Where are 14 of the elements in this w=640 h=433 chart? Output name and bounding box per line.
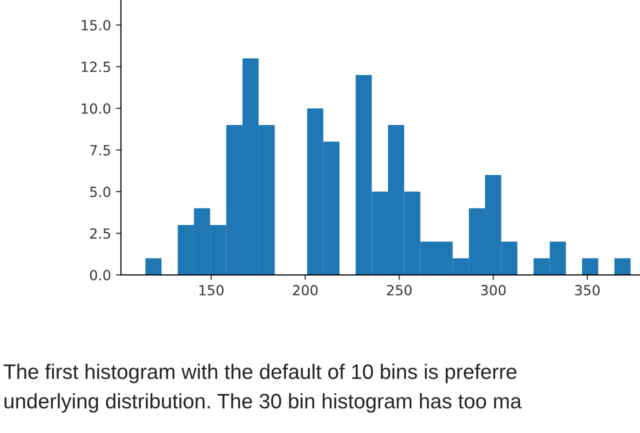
y-tick-label: 2.5 [90, 228, 110, 239]
x-tick-label: 250 [387, 284, 412, 296]
x-tick-label: 300 [481, 284, 506, 296]
y-tick-label: 12.5 [82, 62, 110, 72]
text: The first histogram with the default of 10 bins is preferre [4, 364, 516, 384]
y-tick-label: 0.0 [90, 270, 110, 280]
x-tick-label: 150 [200, 284, 224, 296]
text: underlying distribution. The 30 bin histogram has too ma [4, 393, 522, 413]
y-tick-label: 10.0 [82, 103, 110, 114]
y-tick-label: 5.0 [90, 186, 110, 198]
y-tick-label: 15.0 [82, 20, 110, 30]
y-tick-label: 7.5 [90, 145, 110, 156]
x-tick-label: 200 [293, 284, 318, 296]
x-tick-label: 350 [575, 284, 600, 296]
